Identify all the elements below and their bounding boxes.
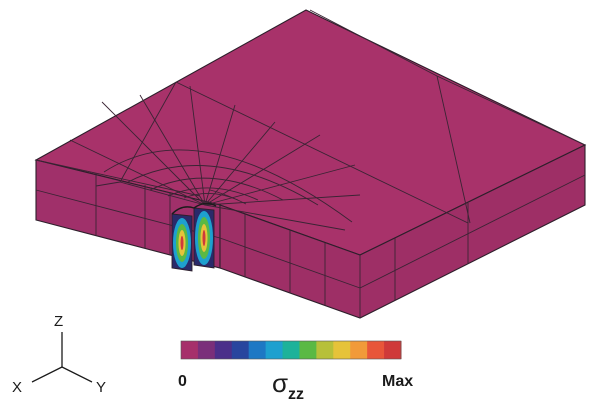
colorbar-frame	[180, 340, 402, 360]
colorbar-swatch	[197, 341, 216, 359]
mesh-lines-right	[219, 174, 586, 318]
colorbar-swatch	[214, 341, 233, 359]
y-axis-line	[61, 366, 93, 383]
stress-symbol: σ	[272, 368, 288, 398]
stress-quantity-label: σzz	[272, 368, 304, 403]
colorbar-swatch	[350, 341, 368, 359]
colorbar-swatch	[282, 341, 300, 359]
colorbar-swatch	[265, 341, 284, 359]
axis-triad	[31, 332, 93, 383]
colorbar-swatch	[181, 341, 199, 359]
fe-plate-model	[34, 9, 587, 319]
colorbar-min-label: 0	[178, 373, 187, 390]
notch-stress-contour	[171, 202, 217, 272]
y-axis-label: Y	[96, 379, 106, 396]
x-axis-line	[31, 366, 63, 383]
color-legend-bar	[180, 340, 402, 360]
colorbar-swatch	[384, 341, 402, 359]
colorbar-swatch	[248, 341, 267, 359]
colorbar-max-label: Max	[382, 373, 413, 390]
colorbar-swatch	[333, 341, 351, 359]
x-axis-label: X	[12, 379, 22, 396]
mesh-lines-top	[35, 9, 586, 231]
colorbar-swatch	[299, 341, 317, 359]
colorbar-swatch	[231, 341, 250, 359]
stress-subscript: zz	[288, 386, 304, 403]
z-axis-label: Z	[54, 313, 63, 330]
colorbar-swatch	[316, 341, 334, 359]
colorbar-swatch	[367, 341, 385, 359]
